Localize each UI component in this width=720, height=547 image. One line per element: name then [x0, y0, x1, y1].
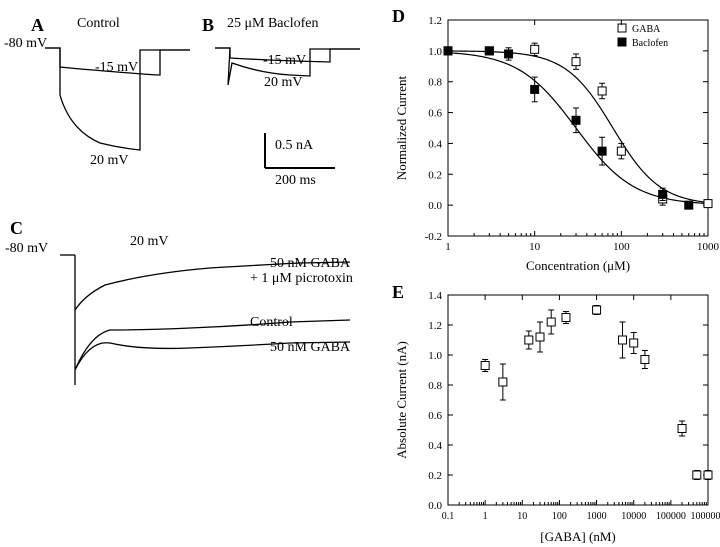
svg-text:10: 10 [517, 511, 527, 522]
svg-text:1: 1 [483, 511, 488, 522]
svg-text:0.2: 0.2 [428, 470, 442, 482]
panel-a-traces [10, 35, 210, 185]
scalebar-v: 0.5 nA [275, 138, 313, 154]
svg-text:1000: 1000 [697, 241, 720, 253]
svg-text:1.0: 1.0 [428, 46, 442, 58]
svg-text:0.1: 0.1 [442, 511, 455, 522]
svg-text:0.2: 0.2 [428, 169, 442, 181]
panel-a-label: A [31, 15, 44, 36]
panel-e-chart: 0.0 0.2 0.4 0.6 0.8 1.0 1.2 1.4 0.1 1 10 100 1000 100… [390, 285, 720, 547]
svg-text:0.6: 0.6 [428, 108, 442, 120]
svg-text:100: 100 [613, 241, 630, 253]
panel-c-traces [10, 240, 370, 420]
panel-d-chart: -0.2 0.0 0.2 0.4 0.6 0.8 1.0 1.2 1 10 100 1000 Conce… [390, 6, 720, 276]
svg-text:Normalized Current: Normalized Current [394, 75, 409, 180]
svg-text:1000: 1000 [587, 511, 607, 522]
svg-text:100: 100 [552, 511, 567, 522]
panel-b-title: 25 μM Baclofen [227, 16, 319, 32]
svg-text:10: 10 [529, 241, 541, 253]
panel-a-title: Control [77, 16, 120, 32]
svg-text:0.6: 0.6 [428, 410, 442, 422]
scalebar-h: 200 ms [275, 173, 316, 189]
svg-text:0.4: 0.4 [428, 138, 442, 150]
panel-b-label: B [202, 15, 214, 36]
svg-text:100000: 100000 [656, 511, 686, 522]
svg-text:Baclofen: Baclofen [632, 38, 668, 49]
svg-text:0.0: 0.0 [428, 200, 442, 212]
svg-text:GABA: GABA [632, 24, 661, 35]
svg-text:[GABA] (nM): [GABA] (nM) [540, 529, 615, 544]
svg-text:1.0: 1.0 [428, 350, 442, 362]
svg-text:10000: 10000 [621, 511, 646, 522]
svg-text:-0.2: -0.2 [425, 231, 442, 243]
svg-text:0.4: 0.4 [428, 440, 442, 452]
svg-text:1: 1 [445, 241, 451, 253]
svg-text:1.4: 1.4 [428, 290, 442, 302]
svg-text:Concentration (μM): Concentration (μM) [526, 258, 630, 273]
svg-text:Absolute Current (nA): Absolute Current (nA) [394, 341, 409, 459]
svg-text:0.8: 0.8 [428, 77, 442, 89]
svg-text:1.2: 1.2 [428, 320, 442, 332]
svg-text:0.8: 0.8 [428, 380, 442, 392]
panel-c-label: C [10, 218, 23, 239]
svg-text:1.2: 1.2 [428, 15, 442, 27]
svg-text:0.0: 0.0 [428, 500, 442, 512]
svg-text:1000000: 1000000 [691, 511, 720, 522]
